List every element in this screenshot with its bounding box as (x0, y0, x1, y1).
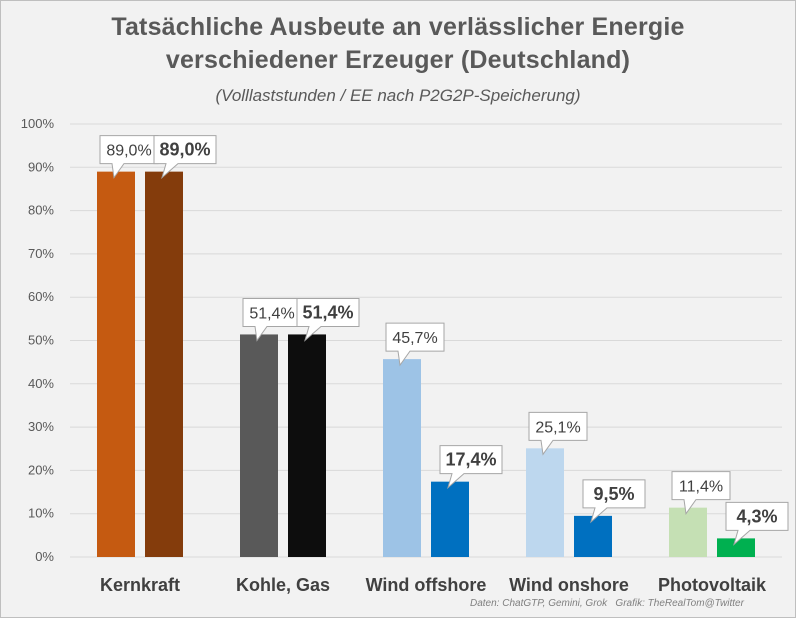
data-label: 89,0% (106, 143, 151, 160)
data-label: 11,4% (679, 479, 723, 496)
chart-title-line-1: Tatsächliche Ausbeute an verlässlicher E… (111, 13, 685, 41)
bar (431, 481, 469, 557)
y-tick-label: 30% (28, 419, 54, 434)
data-label-callout (725, 501, 789, 546)
data-label: 25,1% (535, 419, 580, 436)
data-label-callout (671, 471, 731, 515)
data-label: 45,7% (392, 330, 437, 347)
y-tick-label: 50% (28, 333, 54, 348)
bar (669, 507, 707, 557)
data-label: 4,3% (736, 506, 777, 526)
data-label-callout (582, 479, 646, 524)
data-label-callout (385, 322, 445, 367)
category-label: Wind offshore (366, 575, 487, 595)
bar (240, 334, 278, 557)
data-label-callout (528, 411, 588, 456)
bar (574, 515, 612, 557)
bar (97, 171, 135, 557)
y-tick-label: 100% (21, 116, 55, 131)
category-label: Wind onshore (509, 575, 629, 595)
y-tick-label: 40% (28, 376, 54, 391)
data-label: 17,4% (445, 450, 496, 470)
y-tick-label: 90% (28, 159, 54, 174)
data-label: 51,4% (302, 302, 353, 322)
category-label: Photovoltaik (658, 575, 767, 595)
bar (717, 538, 755, 557)
chart-subtitle: (Volllaststunden / EE nach P2G2P-Speiche… (215, 86, 581, 105)
data-label-callout (296, 297, 360, 342)
y-tick-label: 80% (28, 203, 54, 218)
y-tick-label: 20% (28, 462, 54, 477)
bar (526, 448, 564, 557)
data-label: 51,4% (249, 305, 294, 322)
category-label: Kohle, Gas (236, 575, 330, 595)
y-tick-label: 60% (28, 289, 54, 304)
bar (288, 334, 326, 557)
data-label: 89,0% (159, 140, 210, 160)
bar (145, 171, 183, 557)
data-label: 9,5% (593, 484, 634, 504)
y-tick-label: 0% (35, 549, 54, 564)
data-label-callout (153, 135, 217, 180)
y-tick-label: 10% (28, 506, 54, 521)
category-label: Kernkraft (100, 575, 180, 595)
source-note: Daten: ChatGTP, Gemini, Grok Grafik: The… (470, 598, 744, 609)
chart-title-line-2: verschiedener Erzeuger (Deutschland) (165, 46, 631, 74)
bar (383, 359, 421, 557)
data-label-callout (439, 445, 503, 490)
y-tick-label: 70% (28, 246, 54, 261)
